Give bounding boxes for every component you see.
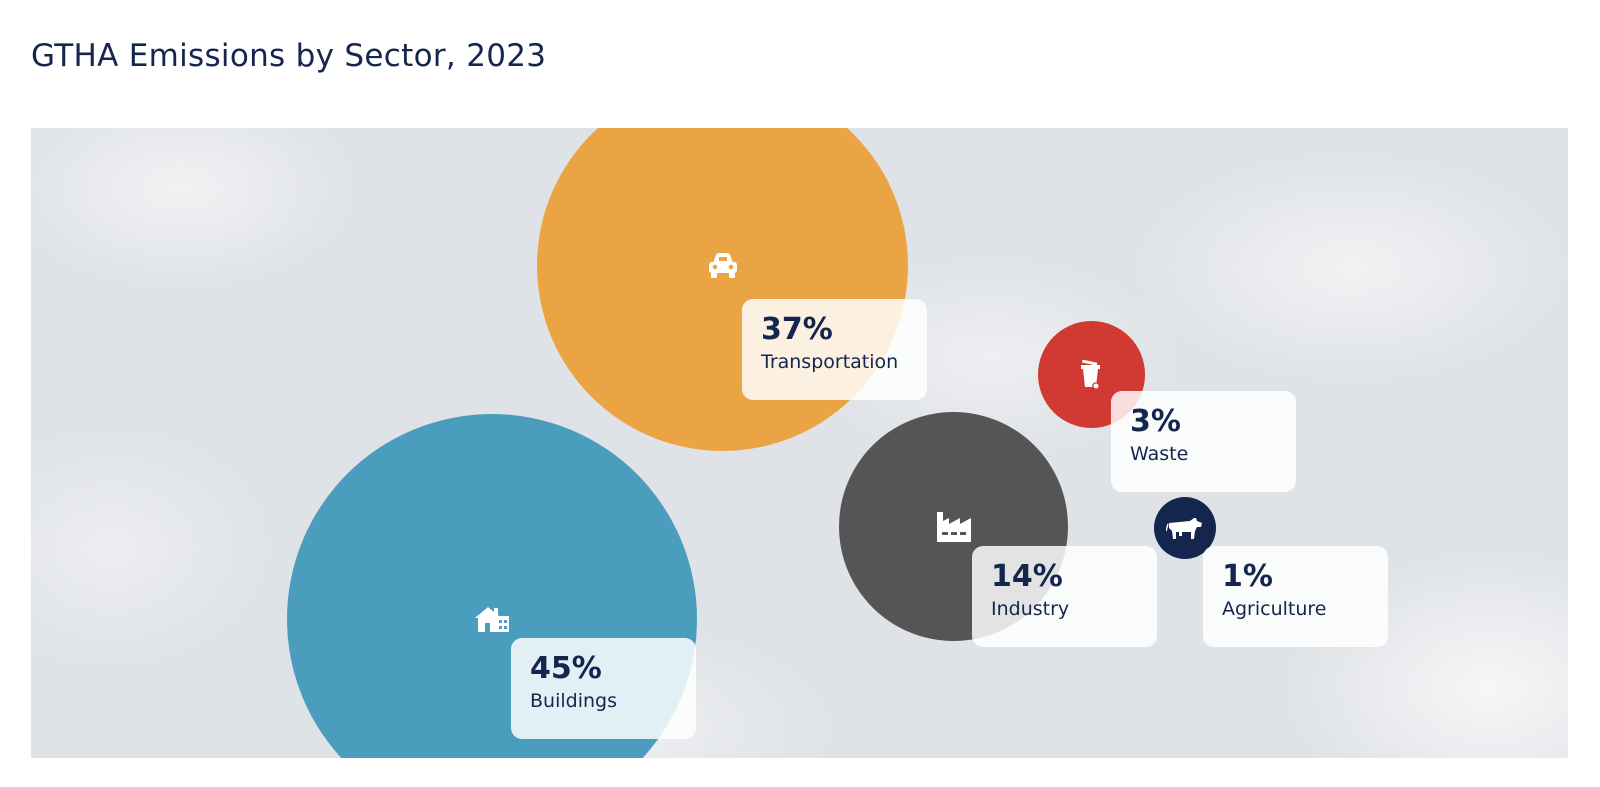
card-agriculture: 1% Agriculture bbox=[1203, 546, 1388, 647]
cow-icon bbox=[1166, 515, 1204, 541]
value-label-transportation: 37% bbox=[761, 312, 833, 347]
sector-label-waste: Waste bbox=[1130, 443, 1189, 465]
house-icon bbox=[473, 604, 511, 634]
bubble-transportation bbox=[537, 128, 908, 451]
card-transportation: 37% Transportation bbox=[742, 299, 927, 400]
sector-label-transportation: Transportation bbox=[761, 351, 899, 373]
page-title: GTHA Emissions by Sector, 2023 bbox=[31, 38, 547, 74]
value-label-industry: 14% bbox=[991, 559, 1063, 594]
card-industry: 14% Industry bbox=[972, 546, 1157, 647]
sector-label-buildings: Buildings bbox=[530, 690, 617, 712]
value-label-waste: 3% bbox=[1130, 404, 1181, 439]
car-icon bbox=[706, 251, 740, 281]
card-buildings: 45% Buildings bbox=[511, 638, 696, 739]
value-label-buildings: 45% bbox=[530, 651, 602, 686]
chart-panel: 37% Transportation 3% Waste 14% Industry… bbox=[31, 128, 1568, 758]
sector-label-agriculture: Agriculture bbox=[1222, 598, 1327, 620]
card-waste: 3% Waste bbox=[1111, 391, 1296, 492]
sector-label-industry: Industry bbox=[991, 598, 1070, 620]
factory-icon bbox=[935, 510, 973, 544]
waste-bin-icon bbox=[1079, 359, 1105, 390]
value-label-agriculture: 1% bbox=[1222, 559, 1273, 594]
